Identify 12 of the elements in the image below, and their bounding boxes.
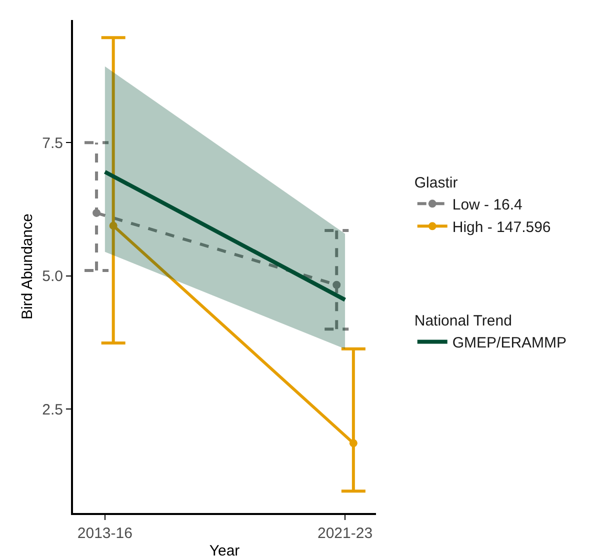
text: Glastir	[414, 174, 458, 192]
y-tick-label: 5.0	[42, 268, 63, 286]
x-tick-label: 2013-16	[77, 525, 132, 542]
legend-label: GMEP/ERAMMP	[452, 334, 567, 352]
x-tick-label: 2021-23	[318, 525, 373, 542]
x-axis-title: Year	[209, 542, 240, 560]
y-tick-label: 2.5	[42, 401, 63, 418]
y-axis-title: Bird Abundance	[18, 214, 36, 320]
y-tick-label: 7.5	[42, 134, 63, 152]
legend-label: Low - 16.4	[452, 196, 522, 214]
text: National Trend	[414, 312, 512, 330]
legend-label: High - 147.596	[452, 219, 551, 236]
